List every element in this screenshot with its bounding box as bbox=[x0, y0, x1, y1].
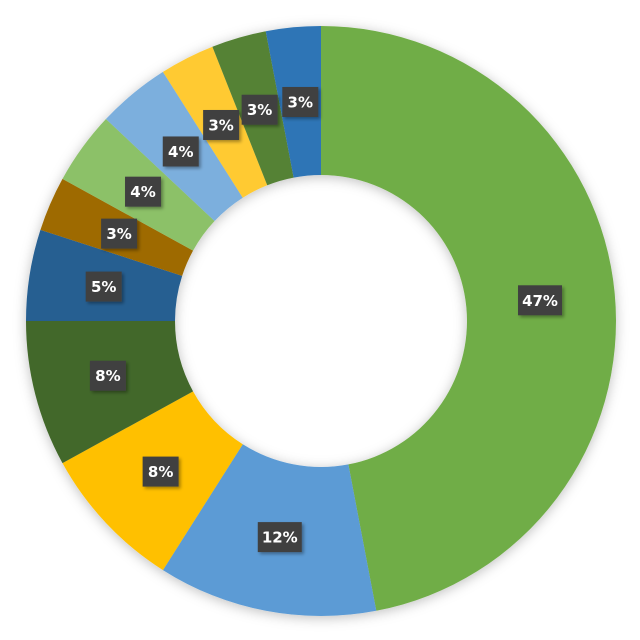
data-label-box bbox=[89, 360, 126, 391]
data-label-2: 8% bbox=[142, 456, 179, 487]
data-label-box bbox=[203, 109, 240, 140]
data-label-text: 12% bbox=[262, 529, 298, 547]
data-label-text: 8% bbox=[95, 367, 120, 385]
data-label-box bbox=[85, 271, 122, 302]
data-label-6: 4% bbox=[125, 176, 162, 207]
data-label-text: 3% bbox=[208, 116, 233, 134]
data-label-text: 3% bbox=[288, 93, 313, 111]
data-label-10: 3% bbox=[282, 86, 319, 117]
data-label-9: 3% bbox=[241, 94, 278, 125]
data-label-box bbox=[518, 285, 563, 316]
data-label-3: 8% bbox=[89, 360, 126, 391]
data-label-4: 5% bbox=[85, 271, 122, 302]
data-label-text: 3% bbox=[247, 101, 272, 119]
data-label-box bbox=[282, 86, 319, 117]
data-label-box bbox=[257, 522, 302, 553]
data-label-text: 4% bbox=[130, 183, 155, 201]
data-label-text: 47% bbox=[522, 292, 558, 310]
data-label-box bbox=[125, 176, 162, 207]
data-label-box bbox=[142, 456, 179, 487]
data-label-box bbox=[101, 218, 138, 249]
slice-0 bbox=[321, 26, 616, 611]
data-label-text: 5% bbox=[91, 278, 116, 296]
data-label-text: 8% bbox=[148, 463, 173, 481]
data-label-0: 47% bbox=[518, 285, 563, 316]
data-label-7: 4% bbox=[162, 136, 199, 167]
data-label-8: 3% bbox=[203, 109, 240, 140]
data-label-box bbox=[162, 136, 199, 167]
data-label-box bbox=[241, 94, 278, 125]
data-label-1: 12% bbox=[257, 522, 302, 553]
slice-3 bbox=[26, 321, 194, 464]
data-label-text: 4% bbox=[168, 143, 193, 161]
data-label-5: 3% bbox=[101, 218, 138, 249]
data-label-text: 3% bbox=[106, 225, 131, 243]
